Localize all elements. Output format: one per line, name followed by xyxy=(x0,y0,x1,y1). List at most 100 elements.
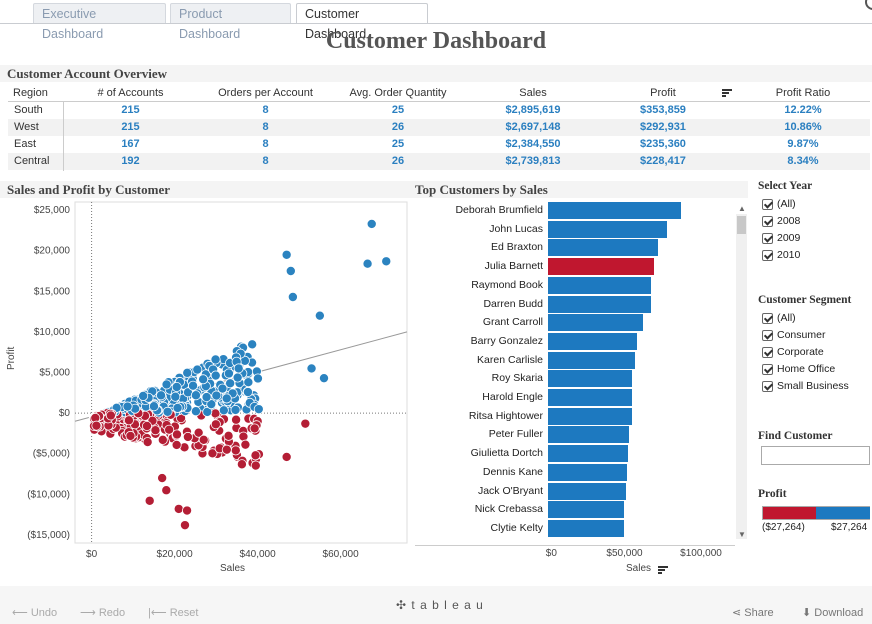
scatter-point[interactable] xyxy=(230,404,241,415)
scatter-point[interactable] xyxy=(138,390,149,401)
scatter-point[interactable] xyxy=(250,460,261,471)
scatter-point[interactable] xyxy=(381,256,392,267)
scatter-point[interactable] xyxy=(122,401,133,412)
scatter-point[interactable] xyxy=(318,373,329,384)
bar[interactable] xyxy=(548,407,633,425)
scatter-point[interactable] xyxy=(218,405,229,416)
scatter-point[interactable] xyxy=(170,391,181,402)
scatter-point[interactable] xyxy=(142,437,153,448)
share-button[interactable]: ⋖ Share xyxy=(732,606,774,619)
scatter-point[interactable] xyxy=(240,439,251,450)
bar-label[interactable]: Darren Budd xyxy=(483,297,543,310)
bar[interactable] xyxy=(548,426,630,444)
scatter-point[interactable] xyxy=(171,429,182,440)
scatter-point[interactable] xyxy=(182,431,193,442)
bars-scrollbar[interactable] xyxy=(736,214,747,539)
bar-label[interactable]: Jack O'Bryant xyxy=(477,484,543,497)
bar[interactable] xyxy=(548,314,643,332)
year-option-label[interactable]: 2008 xyxy=(777,215,801,227)
scatter-point[interactable] xyxy=(247,339,258,350)
reset-button[interactable]: |⟵ Reset xyxy=(148,606,198,619)
bar[interactable] xyxy=(548,295,651,313)
scatter-point[interactable] xyxy=(242,387,253,398)
scatter-point[interactable] xyxy=(207,448,218,459)
segment-option-label[interactable]: (All) xyxy=(777,312,796,324)
bar-label[interactable]: Raymond Book xyxy=(471,278,543,291)
bar[interactable] xyxy=(548,501,624,519)
bar-label[interactable]: Dennis Kane xyxy=(482,465,543,478)
scatter-point[interactable] xyxy=(300,418,311,429)
scatter-point[interactable] xyxy=(223,368,234,379)
bar[interactable] xyxy=(548,351,636,369)
scatter-point[interactable] xyxy=(123,415,134,426)
bar-label[interactable]: Ed Braxton xyxy=(491,241,543,254)
redo-button[interactable]: ⟶ Redo xyxy=(80,606,125,619)
year-option-label[interactable]: 2010 xyxy=(777,249,801,261)
scatter-point[interactable] xyxy=(201,392,212,403)
scatter-point[interactable] xyxy=(141,421,152,432)
scatter-point[interactable] xyxy=(225,378,236,389)
scatter-point[interactable] xyxy=(173,503,184,514)
scatter-point[interactable] xyxy=(366,218,377,229)
scroll-down-icon[interactable]: ▼ xyxy=(738,530,746,539)
scatter-point[interactable] xyxy=(125,430,136,441)
bar-label[interactable]: John Lucas xyxy=(489,222,543,235)
bar-label[interactable]: Peter Fuller xyxy=(488,428,543,441)
scatter-point[interactable] xyxy=(249,423,260,434)
scatter-point[interactable] xyxy=(210,354,221,365)
year-checkbox[interactable] xyxy=(762,233,773,244)
bar-label[interactable]: Nick Crebassa xyxy=(474,503,543,516)
bar[interactable] xyxy=(548,519,624,537)
bar[interactable] xyxy=(548,239,659,257)
bar-label[interactable]: Clytie Kelty xyxy=(490,521,543,534)
scatter-point[interactable] xyxy=(157,434,168,445)
scatter-point[interactable] xyxy=(252,373,263,384)
scatter-point[interactable] xyxy=(243,377,254,388)
scatter-point[interactable] xyxy=(164,424,175,435)
bar[interactable] xyxy=(548,482,627,500)
scatter-point[interactable] xyxy=(157,473,168,484)
scatter-point[interactable] xyxy=(161,379,172,390)
scatter-point[interactable] xyxy=(182,505,193,516)
segment-checkbox[interactable] xyxy=(762,313,773,324)
scatter-point[interactable] xyxy=(182,367,193,378)
scatter-point[interactable] xyxy=(362,258,373,269)
bar[interactable] xyxy=(548,463,627,481)
scatter-point[interactable] xyxy=(314,310,325,321)
bar[interactable] xyxy=(548,276,651,294)
segment-option-label[interactable]: Home Office xyxy=(777,363,836,375)
scatter-point[interactable] xyxy=(281,249,292,260)
scatter-point[interactable] xyxy=(198,434,209,445)
bars-sort-icon[interactable] xyxy=(658,565,668,575)
tab-product-dashboard[interactable]: Product Dashboard xyxy=(170,3,291,41)
scatter-point[interactable] xyxy=(161,485,172,496)
scatter-point[interactable] xyxy=(250,450,261,461)
scrollbar-thumb[interactable] xyxy=(737,216,746,234)
segment-option-label[interactable]: Corporate xyxy=(777,346,824,358)
segment-checkbox[interactable] xyxy=(762,364,773,375)
scatter-point[interactable] xyxy=(150,425,161,436)
bar-label[interactable]: Giulietta Dortch xyxy=(470,447,543,460)
scatter-point[interactable] xyxy=(198,374,209,385)
scatter-point[interactable] xyxy=(231,414,242,425)
scatter-point[interactable] xyxy=(148,401,159,412)
scatter-point[interactable] xyxy=(223,430,234,441)
bar-label[interactable]: Barry Gonzalez xyxy=(470,334,543,347)
scatter-point[interactable] xyxy=(179,520,190,531)
scatter-point[interactable] xyxy=(91,420,102,431)
scatter-point[interactable] xyxy=(238,431,249,442)
scatter-point[interactable] xyxy=(190,406,201,417)
scatter-point[interactable] xyxy=(236,459,247,470)
scatter-point[interactable] xyxy=(171,439,182,450)
scatter-point[interactable] xyxy=(287,291,298,302)
scatter-chart[interactable]: $25,000 $20,000 $15,000 $10,000 $5,000 $0 ($5,… xyxy=(0,198,410,578)
tab-executive-dashboard[interactable]: Executive Dashboard xyxy=(33,3,166,41)
segment-checkbox[interactable] xyxy=(762,381,773,392)
scatter-point[interactable] xyxy=(210,370,221,381)
scatter-point[interactable] xyxy=(281,451,292,462)
segment-checkbox[interactable] xyxy=(762,330,773,341)
bar-label[interactable]: Grant Carroll xyxy=(482,316,543,329)
bar[interactable] xyxy=(548,332,637,350)
scatter-point[interactable] xyxy=(162,406,173,417)
scatter-point[interactable] xyxy=(188,380,199,391)
